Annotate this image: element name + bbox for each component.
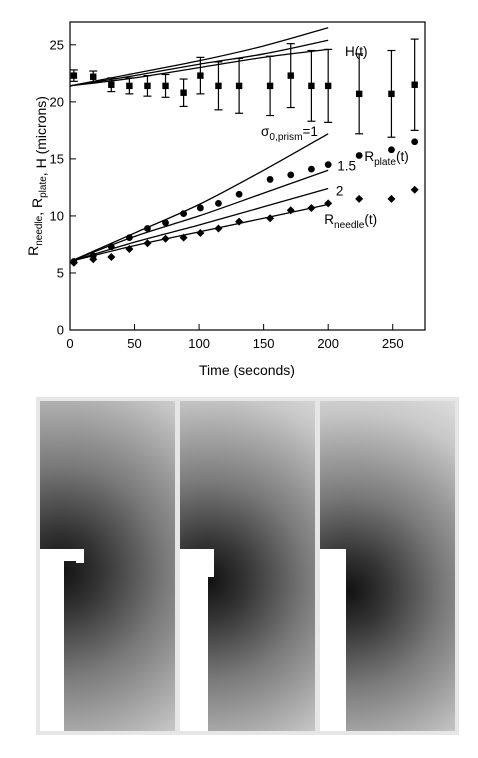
simulation-panel-right xyxy=(320,401,455,731)
model-curve-r-3 xyxy=(69,187,329,263)
y-tick-label: 20 xyxy=(50,94,64,109)
r-needle-data-point xyxy=(161,234,170,243)
h-data-point xyxy=(126,82,133,90)
r-plate-data-point xyxy=(144,225,151,232)
r-needle-data-point xyxy=(324,199,333,208)
annotation-3: 1.5 xyxy=(337,158,356,173)
h-data-point xyxy=(144,82,151,90)
r-plate-data-point xyxy=(125,234,133,242)
r-needle-data-point xyxy=(235,217,244,226)
r-needle-data-point xyxy=(286,206,295,215)
annotation-1: H(t) xyxy=(345,44,368,59)
simulation-panels xyxy=(36,397,459,735)
h-data-point xyxy=(266,82,274,90)
model-curve-r-1 xyxy=(69,133,329,263)
r-needle-data-point xyxy=(410,185,419,194)
y-tick-label: 5 xyxy=(57,265,64,280)
r-plate-data-point xyxy=(235,190,243,198)
x-axis-title: Time (seconds) xyxy=(199,362,295,378)
x-tick-label: 50 xyxy=(127,336,141,351)
r-plate-data-point xyxy=(411,138,419,146)
x-tick-label: 200 xyxy=(317,336,339,351)
r-plate-data-point xyxy=(324,161,332,168)
annotation-6: Rneedle(t) xyxy=(324,212,377,231)
r-needle-data-point xyxy=(69,258,78,267)
annotation-5: Rplate(t) xyxy=(364,149,408,168)
h-data-point xyxy=(180,89,187,96)
r-needle-data-point xyxy=(307,203,316,212)
r-plate-data-point xyxy=(196,204,204,212)
simulation-panel-left xyxy=(40,401,175,731)
h-data-point xyxy=(324,82,332,90)
x-tick-label: 150 xyxy=(253,336,275,351)
r-needle-data-point xyxy=(266,214,275,223)
r-plate-data-point xyxy=(162,219,169,227)
r-needle-data-point xyxy=(214,224,223,233)
h-data-point xyxy=(411,81,418,88)
r-needle-data-point xyxy=(125,245,134,254)
model-curve-h-2 xyxy=(69,39,329,87)
h-data-point xyxy=(235,82,243,90)
x-tick-label: 100 xyxy=(188,336,210,351)
h-data-point xyxy=(355,90,363,98)
annotation-2: σ0,prism=1 xyxy=(261,124,318,143)
x-tick-label: 0 xyxy=(66,336,73,351)
h-data-point xyxy=(108,81,115,88)
h-data-point xyxy=(388,90,395,98)
h-data-point xyxy=(197,72,204,79)
model-curves xyxy=(69,27,329,263)
y-tick-label: 10 xyxy=(50,208,64,223)
r-plate-data-point xyxy=(287,171,295,179)
r-plate-data-point xyxy=(308,165,315,173)
y-tick-label: 0 xyxy=(57,323,64,338)
r-needle-data-point xyxy=(179,233,188,242)
r-needle-data-point xyxy=(196,229,205,238)
y-tick-label: 15 xyxy=(50,151,64,166)
r-plate-data-point xyxy=(266,176,274,183)
r-needle-data-point xyxy=(387,194,396,203)
h-data-point xyxy=(215,82,222,90)
time-evolution-chart: 0 50 100 150 200 250 0 5 10 15 20 25 Time (seconds)… xyxy=(25,21,426,378)
r-plate-data-point xyxy=(107,243,115,251)
data-points xyxy=(69,38,419,267)
axis-ticks: 0 50 100 150 200 250 0 5 10 15 20 25 xyxy=(50,37,404,351)
r-plate-data-point xyxy=(180,210,188,218)
r-needle-data-point xyxy=(143,239,152,248)
simulation-panel-middle xyxy=(180,401,315,731)
r-plate-data-point xyxy=(215,199,222,207)
annotation-4: 2 xyxy=(336,183,344,198)
chart-annotations: H(t) σ0,prism=1 1.5 2 Rplate(t) Rneedle(t) xyxy=(261,44,409,231)
h-data-point xyxy=(308,82,315,90)
h-data-point xyxy=(287,72,294,79)
y-axis-title: Rneedle, Rplate, H (microns) xyxy=(25,96,49,256)
plot-frame xyxy=(69,21,426,331)
r-needle-data-point xyxy=(107,252,116,261)
r-plate-data-point xyxy=(355,152,363,159)
y-tick-label: 25 xyxy=(50,37,64,52)
r-plate-data-point xyxy=(388,146,395,154)
x-tick-label: 250 xyxy=(382,336,404,351)
h-data-point xyxy=(70,72,78,79)
r-needle-data-point xyxy=(355,194,364,203)
model-curve-h-3 xyxy=(69,48,329,87)
r-needle-data-point xyxy=(89,255,98,264)
h-data-point xyxy=(162,82,169,90)
h-data-point xyxy=(90,73,97,80)
